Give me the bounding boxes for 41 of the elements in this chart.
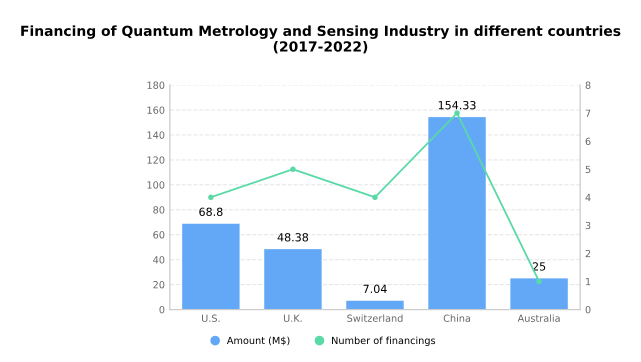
bar: [428, 117, 486, 310]
y-tick-label: 20: [153, 281, 164, 288]
point: [290, 166, 296, 172]
chart-title: Financing of Quantum Metrology and Sensing Industry in different countries (2017-2022): [21, 25, 620, 54]
bar: [264, 249, 322, 310]
bar: [346, 300, 404, 310]
y2-tick-label: 5: [586, 166, 590, 174]
y-tick-label: 60: [153, 231, 164, 239]
x-tick-label: China: [444, 314, 470, 322]
y2-tick-label: 0: [586, 306, 591, 314]
y-tick-label: 120: [148, 156, 164, 164]
y-tick-label: 0: [159, 306, 164, 314]
y-tick-label: 140: [148, 131, 164, 139]
y2-tick-label: 3: [586, 222, 590, 230]
y2-tick-label: 6: [586, 138, 591, 146]
x-tick-label: Australia: [518, 314, 560, 322]
y-tick-label: 80: [153, 206, 164, 214]
y-tick-label: 40: [153, 256, 164, 264]
y2-tick-label: 1: [586, 278, 590, 286]
point: [208, 194, 214, 200]
y-tick-label: 180: [148, 82, 164, 89]
data-label: 154.33: [438, 100, 476, 110]
data-label: 7.04: [364, 284, 387, 294]
y2-tick-label: 8: [586, 82, 590, 89]
point: [454, 110, 460, 116]
x-tick-label: U.S.: [202, 314, 220, 322]
y2-tick-label: 2: [586, 250, 590, 258]
y2-tick-label: 4: [585, 194, 591, 201]
data-label: 68.8: [199, 208, 222, 216]
data-label: 48.38: [278, 233, 308, 242]
bar: [182, 224, 240, 310]
legend-label: Number of financings: [332, 336, 436, 346]
y-tick-label: 100: [148, 181, 164, 189]
y2-tick-label: 7: [586, 110, 590, 117]
point: [372, 194, 378, 200]
y-tick-label: 160: [148, 106, 164, 114]
bar: [510, 278, 568, 310]
legend-label: Amount (M$): [226, 336, 290, 346]
x-tick-label: Switzerland: [347, 314, 402, 322]
point: [536, 278, 542, 284]
x-tick-label: U.K.: [284, 314, 302, 322]
